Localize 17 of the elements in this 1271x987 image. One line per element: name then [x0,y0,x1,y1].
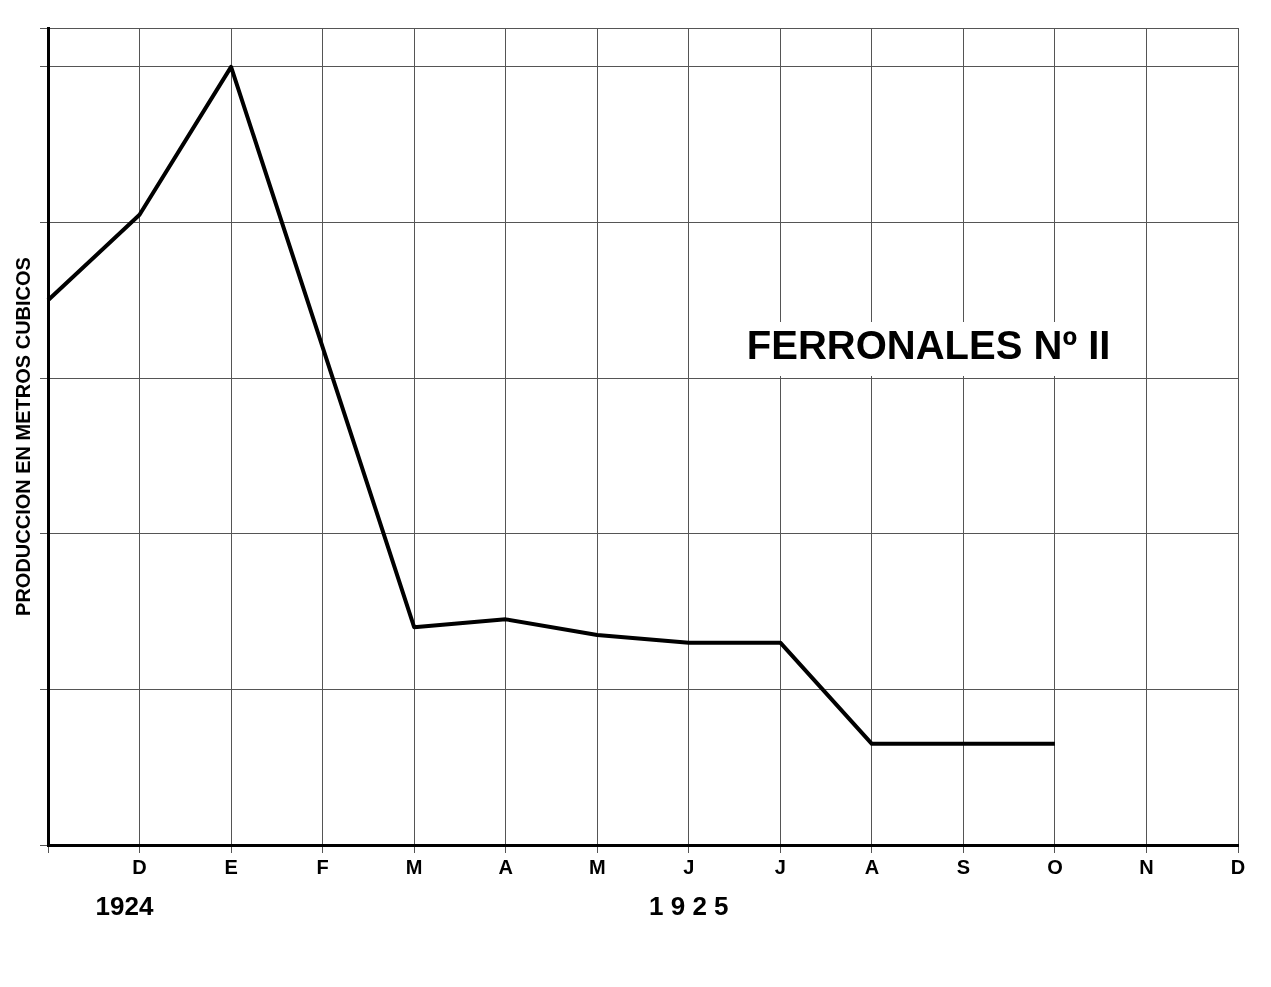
x-tick-label: M [405,855,423,878]
x-tick-label: E [224,855,238,878]
x-tick-label: D [1230,855,1246,878]
text: FERRONALES Nº II [746,323,1111,368]
x-tick-label: D [132,855,147,878]
text: 1 9 2 5 [649,891,729,922]
text: 1924 [95,891,154,922]
y-axis-title: PRODUCCION EN METROS CUBICOS [11,257,34,616]
x-tick-label: O [1047,855,1063,878]
x-tick-label: A [864,855,880,878]
x-tick-label: J [683,855,695,878]
x-tick-label: F [316,855,329,878]
x-tick-label: N [1139,855,1154,878]
x-tick-label: J [774,855,786,878]
x-tick-label: S [956,855,971,878]
x-tick-label: M [588,855,606,878]
x-tick-label: A [498,855,513,878]
